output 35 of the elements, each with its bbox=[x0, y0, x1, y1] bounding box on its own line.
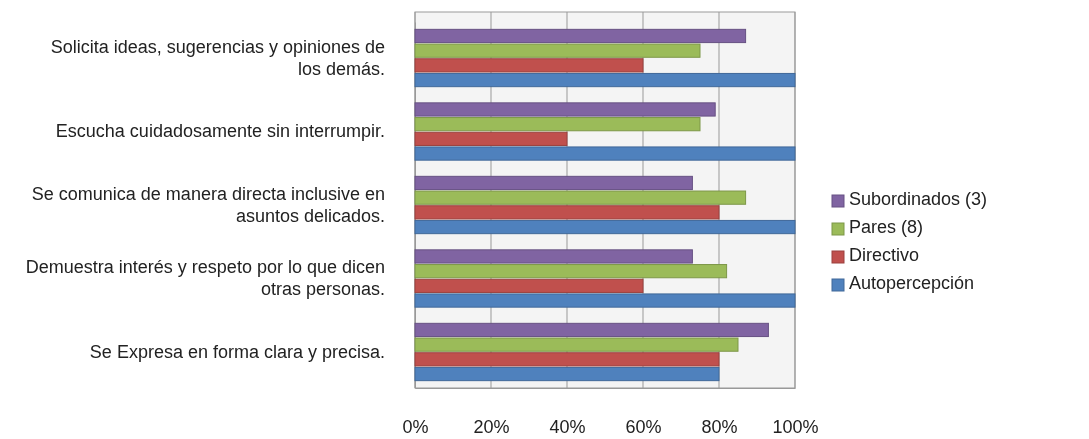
bar bbox=[414, 72, 796, 88]
bar bbox=[414, 366, 720, 382]
bar bbox=[414, 131, 568, 146]
bar bbox=[414, 293, 796, 308]
bar bbox=[414, 175, 693, 191]
bar bbox=[414, 337, 739, 352]
bar bbox=[414, 102, 716, 117]
y-tick-label: Demuestra interés y respeto por lo que dicen otras personas. bbox=[25, 257, 385, 300]
x-tick-label: 100% bbox=[772, 416, 819, 437]
y-tick-label: Se comunica de manera directa inclusive en asuntos delicados. bbox=[31, 183, 385, 226]
bar bbox=[414, 28, 747, 44]
bar bbox=[414, 352, 720, 367]
y-tick-label: Solicita ideas, sugerencias y opiniones de los demás. bbox=[50, 36, 385, 79]
y-tick-label: Se Expresa en forma clara y precisa. bbox=[89, 341, 385, 362]
legend-label: Subordinados (3) bbox=[849, 189, 988, 209]
bar bbox=[414, 322, 769, 338]
x-tick-label: 0% bbox=[402, 416, 429, 437]
y-tick-label: Escucha cuidadosamente sin interrumpir. bbox=[55, 121, 385, 142]
legend-label: Directivo bbox=[849, 245, 920, 265]
bar bbox=[414, 278, 644, 293]
bar bbox=[414, 264, 728, 279]
legend-label: Pares (8) bbox=[849, 217, 924, 237]
bar bbox=[414, 190, 747, 205]
bar bbox=[414, 205, 720, 220]
x-tick-label: 80% bbox=[701, 416, 738, 437]
legend-label: Autopercepción bbox=[849, 273, 975, 293]
bar bbox=[414, 249, 693, 264]
bar bbox=[414, 58, 644, 73]
bar bbox=[414, 43, 701, 58]
bar bbox=[414, 146, 796, 161]
x-tick-label: 60% bbox=[625, 416, 662, 437]
bar bbox=[414, 117, 701, 132]
bar bbox=[414, 219, 796, 235]
x-tick-label: 20% bbox=[473, 416, 510, 437]
x-tick-label: 40% bbox=[549, 416, 586, 437]
